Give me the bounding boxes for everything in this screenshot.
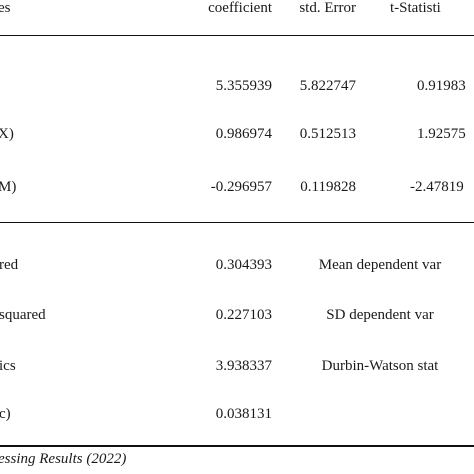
coef-row-3-t-statistic: -2.47819 — [410, 179, 464, 195]
stat-row-4-label: c) — [0, 406, 11, 422]
coef-row-2-coefficient: 0.986974 — [215, 126, 272, 142]
header-variables: es — [0, 0, 11, 16]
stat-row-2-right-label: SD dependent var — [326, 307, 434, 323]
stat-row-1-label: red — [0, 257, 19, 273]
coef-row-2-t-statistic: 1.92575 — [417, 126, 466, 142]
coef-row-2-variable: X) — [0, 126, 14, 142]
coef-row-1-coefficient: 5.355939 — [215, 78, 272, 94]
coef-row-3-std-error: 0.119828 — [300, 179, 356, 195]
header-std-error: std. Error — [299, 0, 356, 16]
header-coefficient: coefficient — [208, 0, 272, 16]
stat-row-3-label: ics — [0, 358, 16, 374]
header-t-statistic: t-Statisti — [390, 0, 441, 16]
coef-row-2-std-error: 0.512513 — [299, 126, 356, 142]
bottom-rule — [0, 445, 474, 447]
stat-row-1-right-label: Mean dependent var — [318, 257, 442, 273]
stat-row-2-value: 0.227103 — [215, 307, 272, 323]
section-rule — [0, 222, 474, 223]
coef-row-3-variable: M) — [0, 179, 17, 195]
stat-row-2-label: squared — [0, 307, 46, 323]
coef-row-1-t-statistic: 0.91983 — [417, 78, 466, 94]
coef-row-3-coefficient: -0.296957 — [210, 179, 272, 195]
header-rule — [0, 35, 474, 36]
stat-row-4-value: 0.038131 — [215, 406, 272, 422]
stat-row-3-value: 3.938337 — [215, 358, 272, 374]
stat-row-3-right-label: Durbin-Watson stat — [321, 358, 439, 374]
source-caption: essing Results (2022) — [0, 451, 127, 467]
stat-row-1-value: 0.304393 — [215, 257, 272, 273]
coef-row-1-std-error: 5.822747 — [299, 78, 356, 94]
